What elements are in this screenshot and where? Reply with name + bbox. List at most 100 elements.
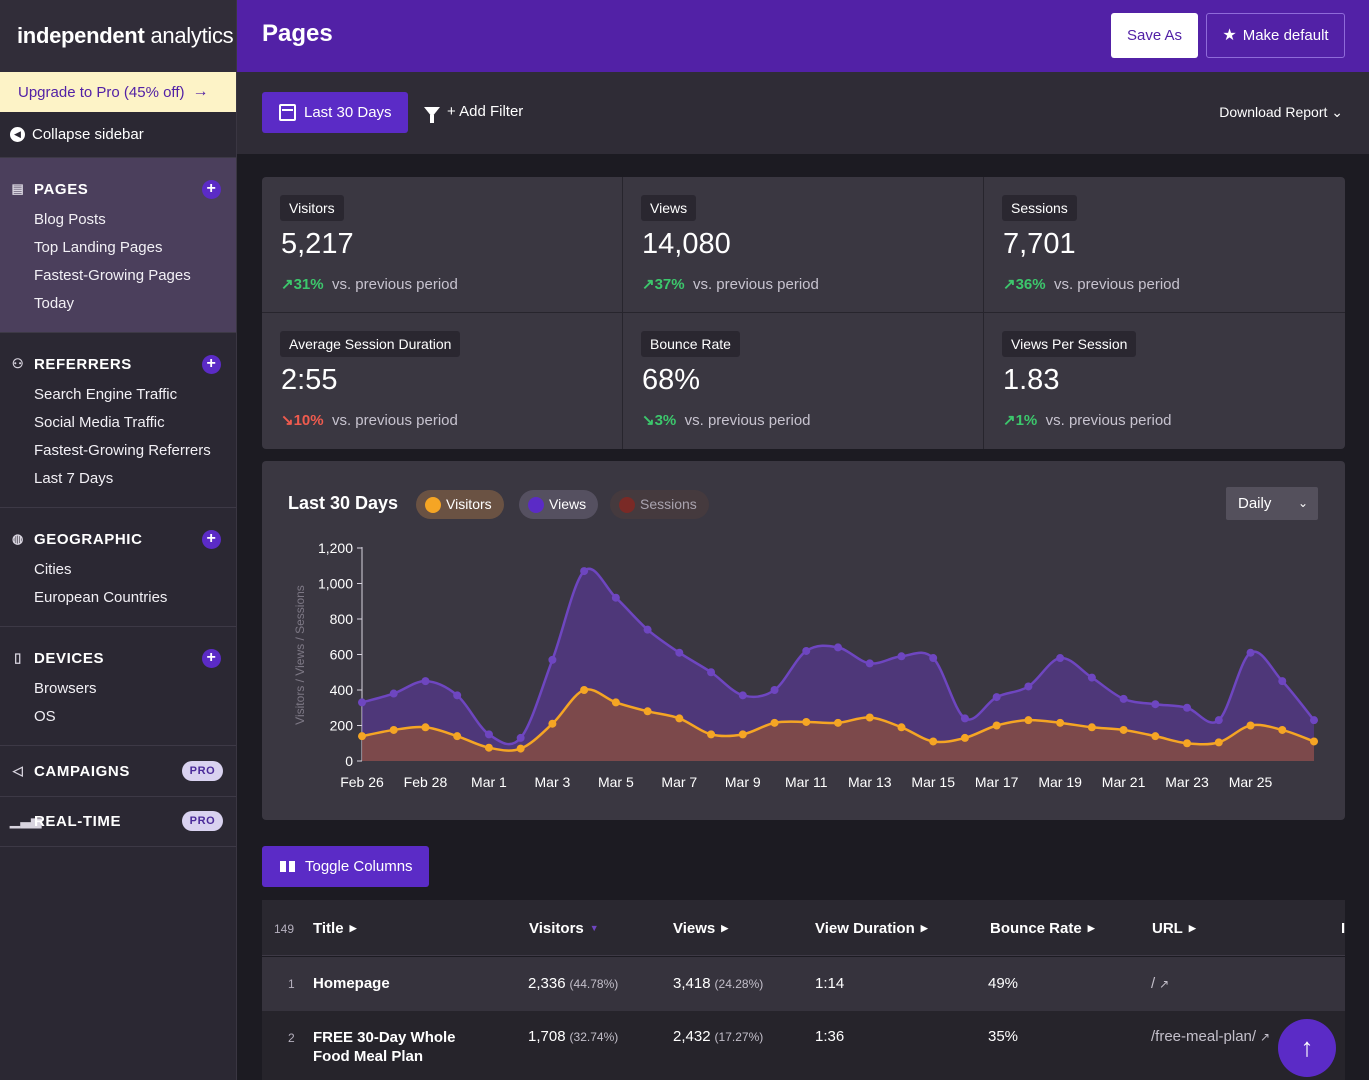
column-header-url[interactable]: URL ▶ [1152,920,1196,937]
sidebar-item-os[interactable]: OS [34,708,56,725]
arrow-right-icon: → [192,83,209,100]
toggle-columns-button[interactable]: Toggle Columns [262,846,429,887]
upgrade-label: Upgrade to Pro (45% off) [18,83,185,101]
sidebar-item-blog-posts[interactable]: Blog Posts [34,211,106,228]
column-header-title[interactable]: Title ▶ [313,920,357,937]
y-tick-label: 1,200 [318,540,353,556]
sidebar: independent analytics Upgrade to Pro (45%… [0,0,237,1080]
page-title: Pages [262,20,333,47]
external-link-icon[interactable]: ↗ [1260,1030,1271,1044]
upgrade-pro-link[interactable]: Upgrade to Pro (45% off) → [0,72,236,112]
add-filter-button[interactable]: + Add Filter [424,103,523,123]
views-point [960,714,969,723]
chart-card: Last 30 Days Visitors Views Sessions Dai… [262,461,1345,820]
sidebar-item-search-engine-traffic[interactable]: Search Engine Traffic [34,386,178,403]
visitors-point [707,730,716,739]
views-point [516,733,525,742]
sidebar-item-fastest-growing-referrers[interactable]: Fastest-Growing Referrers [34,442,211,459]
add-report-plus-icon[interactable]: + [202,648,221,668]
url-cell[interactable]: /free-meal-plan/↗ [1151,1028,1270,1045]
scroll-to-top-button[interactable]: ↑ [1278,1019,1336,1077]
save-as-button[interactable]: Save As [1111,13,1198,58]
sidebar-item-cities[interactable]: Cities [34,561,72,578]
visitors-point [516,744,525,753]
visitors-point [389,725,398,734]
views-point [358,698,366,707]
visitors-dot-icon [425,497,441,513]
stat-suffix: vs. previous period [684,412,811,429]
add-report-plus-icon[interactable]: + [202,179,221,199]
views-point [548,655,557,664]
y-tick-label: 400 [330,682,354,698]
legend-toggle-views[interactable]: Views [519,490,599,519]
sidebar-section-devices-header[interactable]: ▯ DEVICES + [0,645,236,671]
y-tick-label: 0 [345,753,353,769]
stat-suffix: vs. previous period [692,276,819,293]
legend-toggle-sessions[interactable]: Sessions [610,490,709,519]
page-title-cell[interactable]: Homepage [313,975,390,992]
sidebar-item-today[interactable]: Today [34,295,75,312]
brand-logo[interactable]: independent analytics [0,0,236,72]
sidebar-section-real-time-header[interactable]: ▁▃▅ REAL-TIME PRO [0,808,236,834]
download-report-dropdown[interactable]: Download Report ⌄ [1219,104,1343,121]
views-point [1214,716,1223,725]
make-default-button[interactable]: ★ Make default [1206,13,1345,58]
trend-up-icon: ↗ [1003,276,1016,293]
chevron-down-icon: ⌄ [1297,496,1308,510]
add-report-plus-icon[interactable]: + [202,354,221,374]
column-header-views[interactable]: Views ▶ [673,920,728,937]
visitors-point [960,733,969,742]
stat-comparison: ↘10% vs. previous period [281,411,458,429]
sort-desc-icon: ▼ [589,923,599,933]
interval-select[interactable]: Daily ⌄ [1226,487,1318,520]
download-label: Download Report [1219,104,1328,120]
views-point [1278,677,1287,686]
y-tick-label: 600 [330,647,354,663]
sidebar-item-fastest-growing-pages[interactable]: Fastest-Growing Pages [34,267,191,284]
table-row[interactable]: 2 FREE 30-Day Whole Food Meal Plan 1,708… [262,1011,1345,1080]
brand-name-bold: independent [17,23,145,48]
table-row[interactable]: 1 Homepage 2,336 (44.78%) 3,418 (24.28%) 1… [262,957,1345,1011]
stat-suffix: vs. previous period [331,276,458,293]
collapse-sidebar-button[interactable]: ◀ Collapse sidebar [0,112,236,158]
views-point [1119,694,1128,703]
legend-toggle-visitors[interactable]: Visitors [416,490,504,519]
views-point [770,686,779,694]
sidebar-item-browsers[interactable]: Browsers [34,680,97,697]
sidebar-item-top-landing-pages[interactable]: Top Landing Pages [34,239,163,256]
visitors-point [1151,732,1160,741]
sidebar-item-european-countries[interactable]: European Countries [34,589,168,606]
visitors-point [1246,721,1255,730]
sidebar-section-real-time: ▁▃▅ REAL-TIME PRO [0,797,236,847]
views-point [611,593,620,602]
stat-value: 2:55 [281,364,338,396]
bar-chart-icon: ▁▃▅ [10,813,42,828]
column-header-view-duration[interactable]: View Duration ▶ [815,920,928,937]
visitors-point [358,732,366,741]
page-title-cell[interactable]: FREE 30-Day Whole Food Meal Plan [313,1029,456,1065]
visitors-point [484,743,493,752]
sidebar-section-campaigns-header[interactable]: ◁ CAMPAIGNS PRO [0,758,236,784]
network-icon: ⚇ [11,356,25,371]
stats-grid: Visitors 5,217 ↗31% vs. previous period … [262,177,1345,449]
external-link-icon[interactable]: ↗ [1159,977,1170,991]
column-header-visitors[interactable]: Visitors ▼ [529,920,599,937]
url-cell[interactable]: / ↗ [1151,975,1169,992]
date-range-button[interactable]: Last 30 Days [262,92,408,133]
column-header-bounce-rate[interactable]: Bounce Rate ▶ [990,920,1095,937]
url-value: /free-meal-plan/ [1151,1028,1257,1045]
row-number: 1 [288,977,295,991]
sidebar-item-last-7-days[interactable]: Last 7 Days [34,470,114,487]
views-point [675,648,684,657]
sidebar-section-referrers-header[interactable]: ⚇ REFERRERS + [0,351,236,377]
stat-suffix: vs. previous period [1045,412,1172,429]
sidebar-section-pages-header[interactable]: ▤ PAGES + [0,176,236,202]
add-report-plus-icon[interactable]: + [202,529,221,549]
visitors-point [643,707,652,716]
stat-label: Visitors [280,195,344,221]
x-tick-label: Mar 19 [1038,774,1082,790]
sidebar-section-geographic-header[interactable]: ◍ GEOGRAPHIC + [0,526,236,552]
stat-visitors: Visitors 5,217 ↗31% vs. previous period [262,177,623,313]
sidebar-item-social-media-traffic[interactable]: Social Media Traffic [34,414,165,431]
views-point [707,668,716,677]
